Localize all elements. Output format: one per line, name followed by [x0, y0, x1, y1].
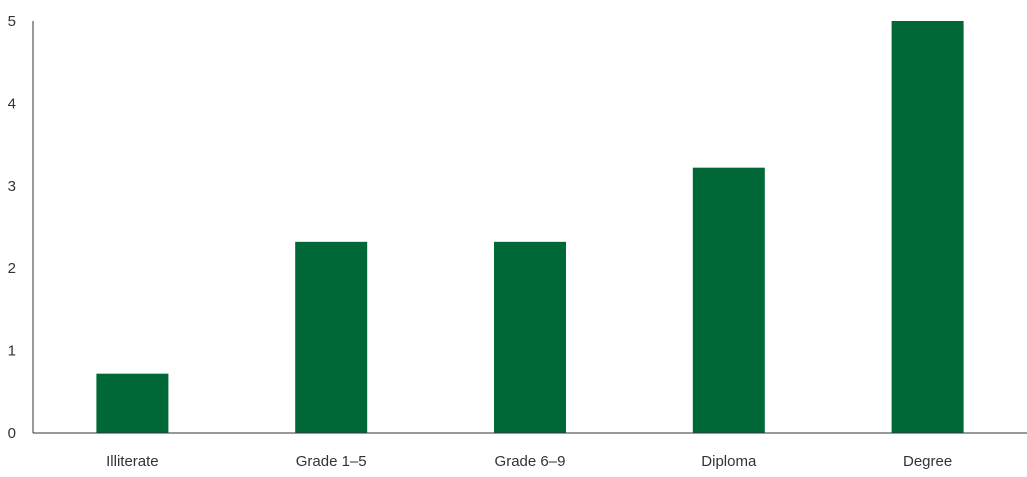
y-tick-label: 3	[8, 178, 16, 195]
x-tick-label: Grade 6–9	[495, 453, 566, 470]
y-tick-label: 4	[8, 95, 16, 112]
x-tick-label: Grade 1–5	[296, 453, 367, 470]
bar	[96, 373, 169, 433]
bar	[295, 241, 368, 433]
x-tick-label: Illiterate	[106, 453, 159, 470]
y-tick-label: 1	[8, 343, 16, 360]
bar	[692, 167, 765, 433]
bar	[494, 241, 566, 433]
y-axis-ticks: 0 1 2 3 4 5	[8, 13, 16, 442]
bar	[891, 21, 964, 433]
x-tick-label: Degree	[903, 453, 952, 470]
y-tick-label: 0	[8, 425, 16, 442]
y-tick-label: 5	[8, 13, 16, 30]
bars-group	[96, 21, 964, 433]
x-tick-label: Diploma	[701, 453, 757, 470]
y-tick-label: 2	[8, 260, 16, 277]
x-axis-labels: Illiterate Grade 1–5 Grade 6–9 Diploma Degre…	[106, 453, 952, 470]
